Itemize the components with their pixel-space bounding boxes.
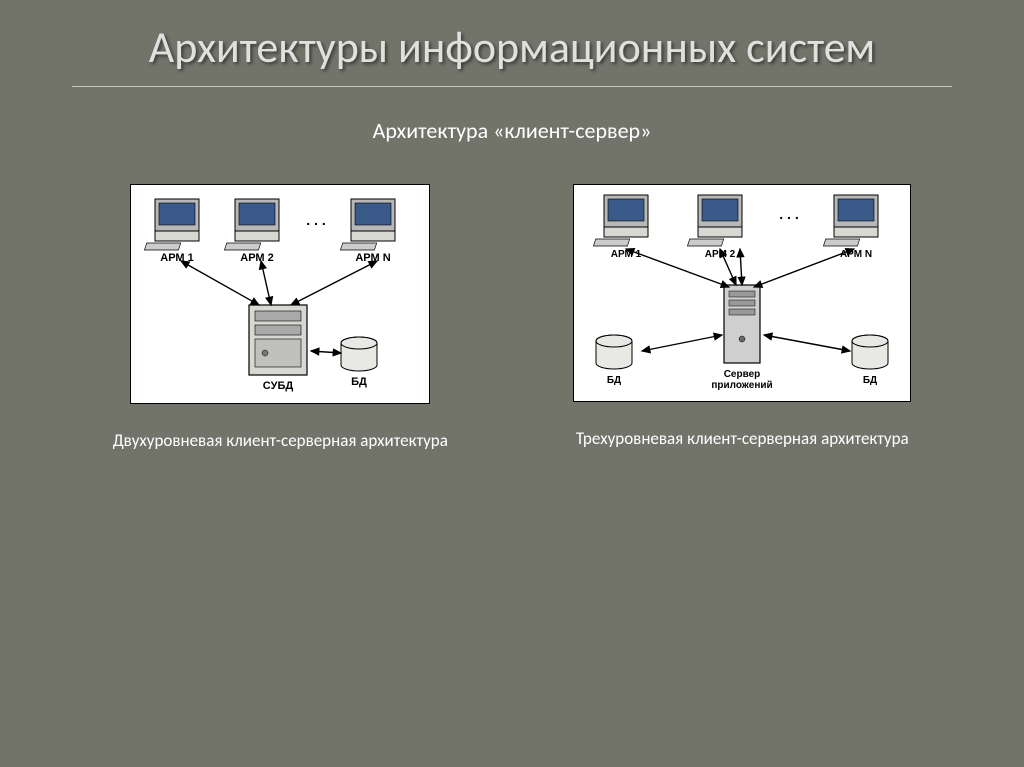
diagrams-row: АРМ 1 АРМ 2 АРМ N . . . СУБД БД Двухуровневая… bbox=[0, 184, 1024, 453]
two-tier-caption: Двухуровневая клиент-серверная архитекту… bbox=[113, 430, 448, 453]
svg-text:СУБД: СУБД bbox=[263, 380, 294, 392]
subtitle: Архитектура «клиент-сервер» bbox=[0, 117, 1024, 144]
svg-text:. . .: . . . bbox=[780, 206, 799, 222]
right-column: АРМ 1АРМ 2АРМ N. . .СерверприложенийБДБД… bbox=[573, 184, 911, 453]
svg-text:АРМ N: АРМ N bbox=[356, 252, 391, 264]
left-column: АРМ 1 АРМ 2 АРМ N . . . СУБД БД Двухуровневая… bbox=[113, 184, 448, 453]
svg-text:АРМ 2: АРМ 2 bbox=[241, 252, 274, 264]
svg-text:приложений: приложений bbox=[712, 380, 773, 391]
svg-text:. . .: . . . bbox=[307, 212, 326, 228]
svg-text:АРМ 1: АРМ 1 bbox=[161, 252, 194, 264]
svg-text:БД: БД bbox=[607, 375, 621, 386]
svg-text:БД: БД bbox=[863, 375, 877, 386]
svg-text:АРМ N: АРМ N bbox=[840, 249, 872, 260]
three-tier-diagram: АРМ 1АРМ 2АРМ N. . .СерверприложенийБДБД bbox=[573, 184, 911, 402]
svg-text:Сервер: Сервер bbox=[724, 369, 761, 380]
three-tier-caption: Трехуровневая клиент-серверная архитекту… bbox=[576, 428, 909, 451]
title-rule bbox=[72, 86, 952, 87]
svg-text:БД: БД bbox=[351, 376, 367, 388]
slide-title: Архитектуры информационных систем bbox=[0, 0, 1024, 86]
svg-text:АРМ 1: АРМ 1 bbox=[611, 249, 642, 260]
two-tier-diagram: АРМ 1 АРМ 2 АРМ N . . . СУБД БД bbox=[130, 184, 430, 404]
